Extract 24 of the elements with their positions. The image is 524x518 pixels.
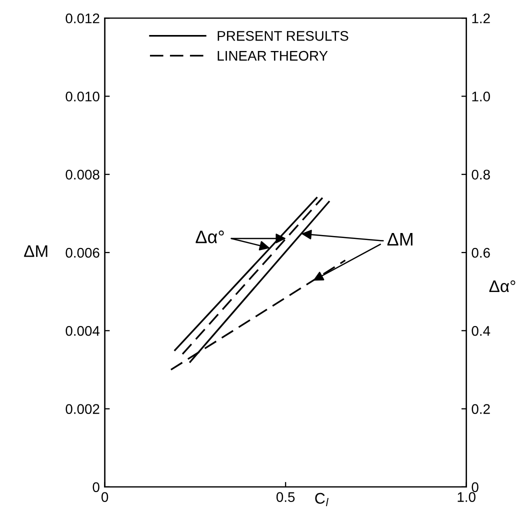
y2-tick-label: 0.2 [472,404,490,414]
legend-label: LINEAR THEORY [218,50,328,61]
y-tick-label: 0.010 [66,92,100,102]
y-tick-label: 0 [92,482,100,492]
y2-tick-label: 1.2 [472,13,490,24]
x-axis-title: C$_{l}$ [315,492,328,506]
x-tick-label: 0 [101,492,108,502]
x-tick-label: 0.5 [276,492,295,502]
y2-tick-label: 0.6 [472,248,490,258]
y-tick-label: 0.006 [66,248,100,258]
x-tick-label: 1.0 [458,492,476,502]
y-tick-label: 0.008 [66,170,100,180]
y2-tick-label: 0 [472,482,478,492]
y2-tick-label: 1.0 [472,92,490,102]
annotation: Δα° [196,230,224,244]
y-tick-label: 0.012 [66,13,100,24]
y2-axis-title: Δα° [489,280,516,292]
y2-tick-label: 0.4 [472,326,490,336]
y-tick-label: 0.002 [66,404,100,414]
y2-tick-label: 0.8 [472,170,490,180]
annotation: ΔM [387,233,412,246]
legend-label: PRESENT RESULTS [218,30,348,41]
y-tick-label: 0.004 [66,326,100,336]
y-axis-title: ΔM [24,245,48,257]
